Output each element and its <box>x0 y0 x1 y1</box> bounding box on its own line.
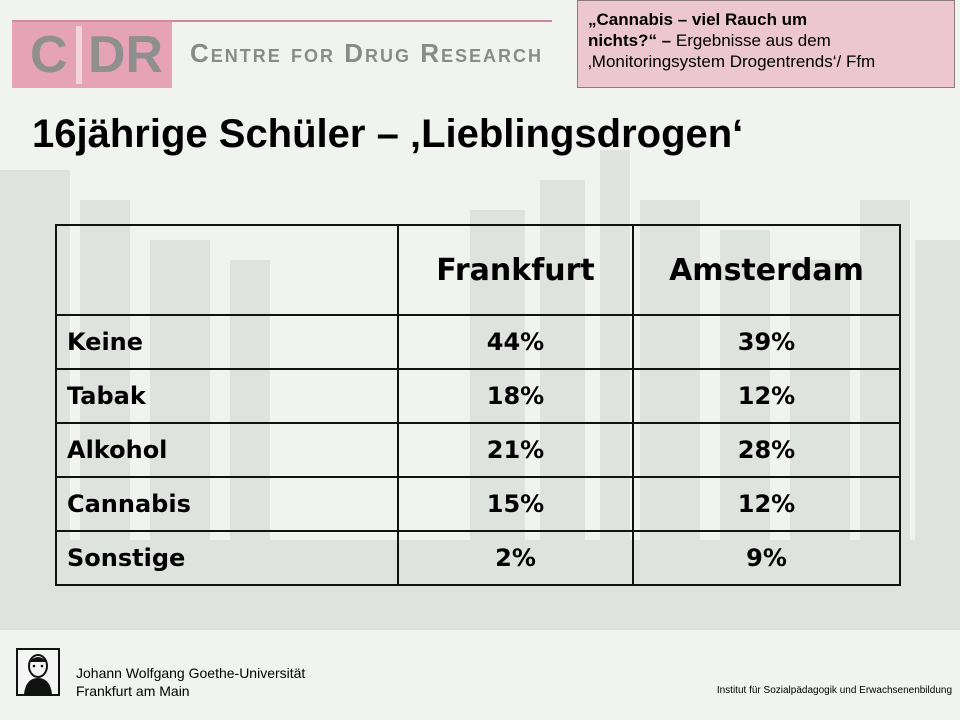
cell-amsterdam: 9% <box>632 530 901 586</box>
callout-line1: „Cannabis – viel Rauch um <box>588 10 808 29</box>
callout-line2-bold: nichts?“ – <box>588 31 676 50</box>
callout-line3: ‚Monitoringsystem Drogentrends‘/ Ffm <box>588 52 876 71</box>
logo-letter-c: C <box>30 26 68 84</box>
goethe-portrait-icon <box>16 648 60 696</box>
table-row: Sonstige 2% 9% <box>55 530 901 586</box>
logo-letters-dr: DR <box>88 26 164 84</box>
cell-amsterdam: 28% <box>632 422 901 478</box>
institute-name: Institut für Sozialpädagogik und Erwachs… <box>716 685 952 696</box>
page-title: 16jährige Schüler – ‚Lieblingsdrogen‘ <box>32 112 744 156</box>
header-amsterdam: Amsterdam <box>632 224 901 316</box>
callout-line2: Ergebnisse aus dem <box>675 31 831 50</box>
cell-amsterdam: 12% <box>632 368 901 424</box>
table-row: Cannabis 15% 12% <box>55 476 901 532</box>
row-label: Cannabis <box>55 476 399 532</box>
cell-amsterdam: 12% <box>632 476 901 532</box>
header-empty <box>55 224 399 316</box>
drug-preference-table: Frankfurt Amsterdam Keine 44% 39% Tabak … <box>55 224 901 586</box>
logo-name: Centre for Drug Research <box>190 38 544 68</box>
row-label: Alkohol <box>55 422 399 478</box>
row-label: Keine <box>55 314 399 370</box>
cell-frankfurt: 2% <box>397 530 634 586</box>
row-label: Sonstige <box>55 530 399 586</box>
source-callout: „Cannabis – viel Rauch um nichts?“ – Erg… <box>577 0 955 88</box>
cell-frankfurt: 15% <box>397 476 634 532</box>
table-row: Tabak 18% 12% <box>55 368 901 424</box>
cell-frankfurt: 18% <box>397 368 634 424</box>
cell-frankfurt: 21% <box>397 422 634 478</box>
cell-frankfurt: 44% <box>397 314 634 370</box>
university-line1: Johann Wolfgang Goethe-Universität <box>76 665 306 681</box>
row-label: Tabak <box>55 368 399 424</box>
university-name: Johann Wolfgang Goethe-Universität Frank… <box>76 664 305 700</box>
table-header-row: Frankfurt Amsterdam <box>55 224 901 316</box>
table-row: Keine 44% 39% <box>55 314 901 370</box>
logo-divider <box>76 26 82 84</box>
cdr-logo: C DR <box>12 22 172 88</box>
table-row: Alkohol 21% 28% <box>55 422 901 478</box>
university-line2: Frankfurt am Main <box>76 683 190 699</box>
header-frankfurt: Frankfurt <box>397 224 634 316</box>
logo-rule <box>12 20 552 22</box>
cell-amsterdam: 39% <box>632 314 901 370</box>
